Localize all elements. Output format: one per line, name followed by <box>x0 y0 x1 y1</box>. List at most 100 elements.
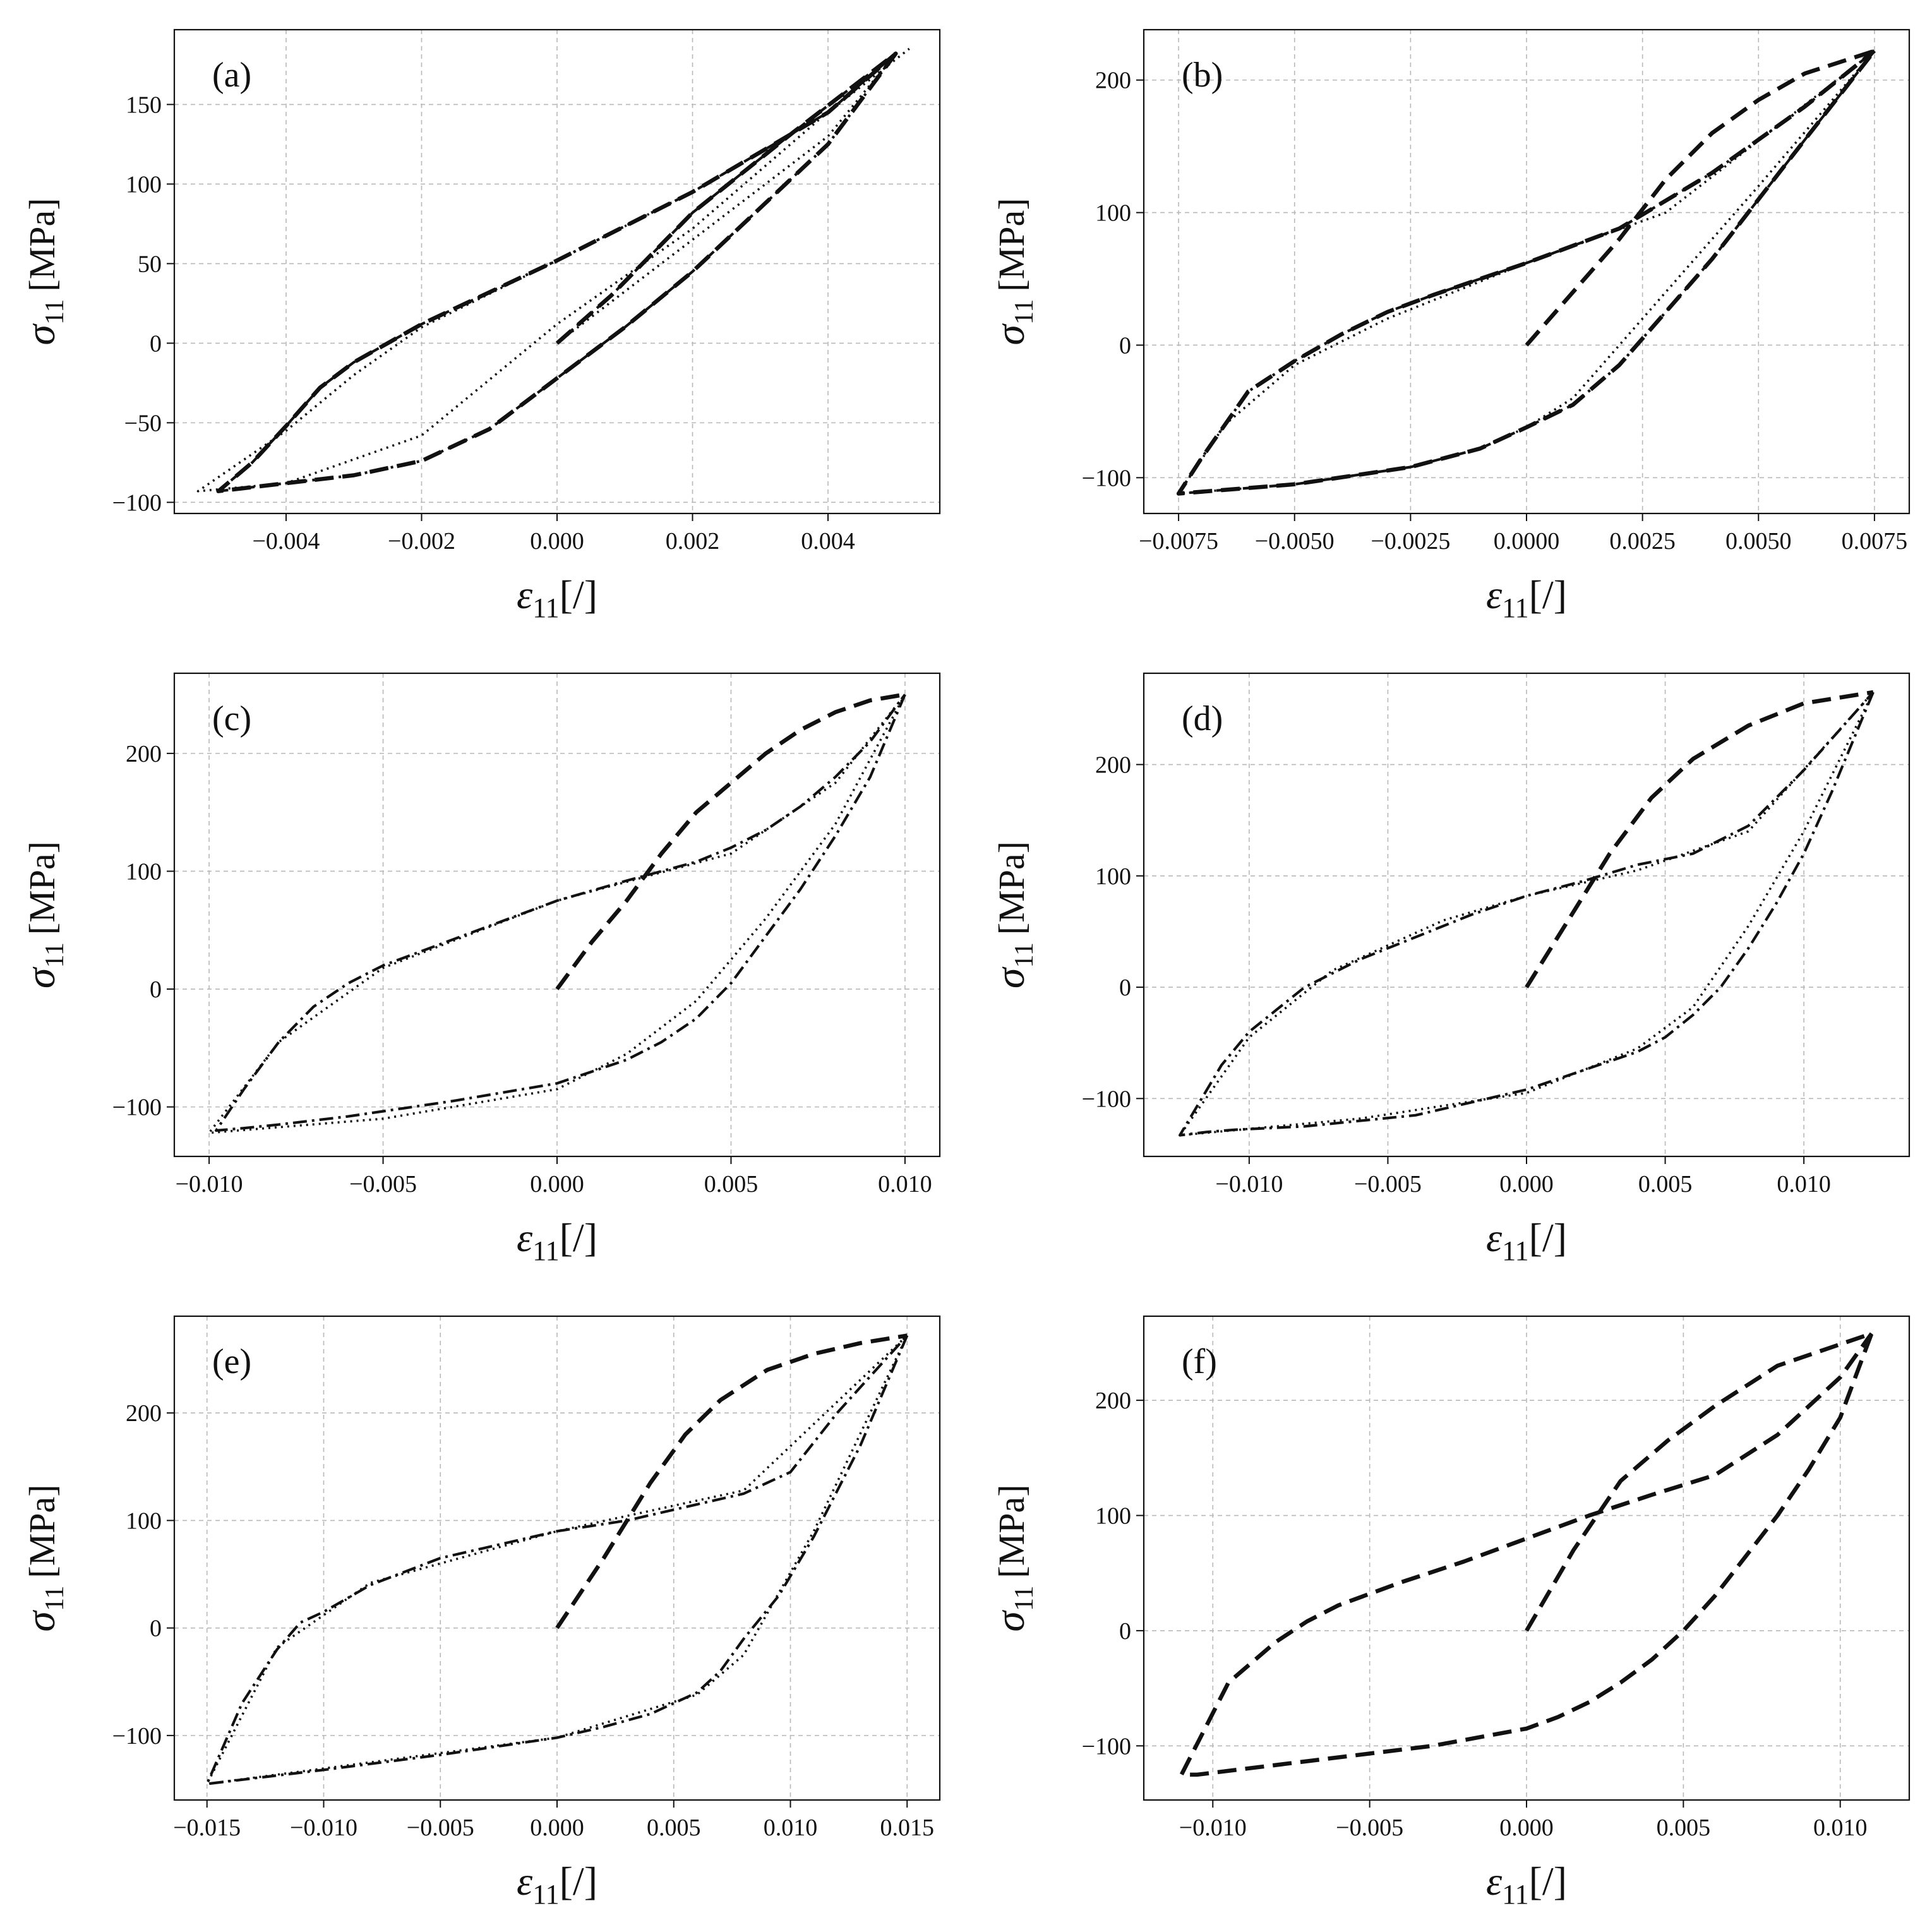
y-axis-symbol: σ <box>987 1610 1033 1632</box>
x-tick-label: 0.000 <box>1499 1171 1554 1197</box>
panel-label: (d) <box>1182 699 1223 738</box>
y-tick-label: −100 <box>1082 1733 1131 1760</box>
x-axis-label: ε11[/] <box>1486 1859 1567 1910</box>
panel-label: (e) <box>212 1342 251 1381</box>
series-dash-dot <box>1179 691 1875 1137</box>
panel-f: −0.010 −0.005 0.000 0.005 0.010 −100 0 100 200 (f… <box>987 1315 1911 1910</box>
series-dash-dot <box>205 1335 909 1785</box>
series-dashed <box>555 1333 908 1629</box>
x-tick-label: 0.010 <box>878 1171 932 1197</box>
panel-d: −0.010 −0.005 0.000 0.005 0.010 −100 0 100 200 (d… <box>987 672 1911 1266</box>
y-tick-label: 100 <box>126 858 162 885</box>
y-tick-label: 0 <box>1119 332 1131 359</box>
panel-label: (a) <box>212 56 251 95</box>
x-axis-unit: [/] <box>1529 572 1567 617</box>
x-tick-label: 0.005 <box>647 1815 701 1841</box>
x-axis-symbol: ε <box>1486 1859 1503 1904</box>
panel-label: (b) <box>1182 56 1223 95</box>
x-tick-label: −0.005 <box>1354 1171 1422 1197</box>
series-dotted <box>196 47 910 493</box>
series-dashed <box>555 692 906 990</box>
x-axis-unit: [/] <box>560 572 597 617</box>
x-tick-label: 0.002 <box>666 528 720 555</box>
x-axis-subscript: 11 <box>532 1235 559 1266</box>
y-tick-label: 200 <box>126 741 162 767</box>
y-axis-symbol: σ <box>987 323 1033 345</box>
y-tick-label: −100 <box>1082 465 1131 491</box>
x-axis-symbol: ε <box>1486 1215 1503 1260</box>
y-axis-unit: [MPa] <box>991 198 1032 291</box>
x-axis-subscript: 11 <box>1502 1235 1528 1266</box>
x-tick-label: 0.000 <box>530 1171 584 1197</box>
x-axis-subscript: 11 <box>1502 592 1528 623</box>
x-tick-label: −0.005 <box>407 1815 474 1841</box>
x-tick-label: −0.010 <box>290 1815 357 1841</box>
x-tick-label: −0.002 <box>388 528 455 555</box>
y-axis-label: σ11 [MPa] <box>18 1484 69 1631</box>
x-tick-label: −0.0025 <box>1371 528 1450 555</box>
y-tick-label: −50 <box>124 410 162 436</box>
series-dashed <box>1179 1331 1874 1777</box>
panel-a: −0.004 −0.002 0.000 0.002 0.004 −100 −50 0 50 100… <box>18 28 941 623</box>
x-axis-subscript: 11 <box>532 1879 559 1910</box>
x-tick-label: −0.010 <box>176 1171 243 1197</box>
x-tick-label: −0.004 <box>253 528 320 555</box>
x-tick-label: −0.015 <box>173 1815 241 1841</box>
x-axis-subscript: 11 <box>532 592 559 623</box>
panel-label: (f) <box>1182 1342 1217 1381</box>
y-axis-subscript: 11 <box>40 1586 69 1611</box>
y-axis-label: σ11 [MPa] <box>987 841 1039 988</box>
x-tick-label: 0.0025 <box>1609 528 1676 555</box>
y-tick-label: −100 <box>1082 1086 1131 1112</box>
x-axis-label: ε11[/] <box>517 1859 597 1910</box>
y-axis-label: σ11 [MPa] <box>18 841 69 988</box>
x-axis-unit: [/] <box>560 1859 597 1904</box>
y-tick-label: −100 <box>112 489 162 516</box>
panel-e: −0.015 −0.010 −0.005 0.000 0.005 0.010 0.015 −1… <box>18 1315 941 1910</box>
x-tick-label: −0.005 <box>1336 1815 1403 1841</box>
y-tick-label: 150 <box>126 92 162 118</box>
panel-label: (c) <box>212 699 251 738</box>
x-axis-symbol: ε <box>517 1215 533 1260</box>
y-axis-symbol: σ <box>987 966 1033 988</box>
y-axis-subscript: 11 <box>40 299 69 325</box>
x-axis-unit: [/] <box>560 1215 597 1260</box>
y-axis-subscript: 11 <box>1010 1586 1039 1611</box>
x-axis-label: ε11[/] <box>517 1215 597 1266</box>
y-tick-label: 0 <box>150 1616 162 1642</box>
x-tick-label: −0.010 <box>1179 1815 1247 1841</box>
x-tick-label: 0.005 <box>704 1171 759 1197</box>
x-axis-symbol: ε <box>517 572 533 617</box>
y-axis-subscript: 11 <box>40 942 69 968</box>
y-tick-label: −100 <box>112 1723 162 1749</box>
x-tick-label: 0.000 <box>530 528 584 555</box>
x-axis-unit: [/] <box>1529 1859 1567 1904</box>
y-axis-unit: [MPa] <box>21 841 63 935</box>
y-tick-label: 100 <box>1095 1503 1131 1530</box>
x-tick-label: 0.0050 <box>1725 528 1792 555</box>
x-tick-label: 0.0075 <box>1842 528 1908 555</box>
x-axis-label: ε11[/] <box>1486 1215 1567 1266</box>
x-axis-label: ε11[/] <box>517 572 597 623</box>
x-tick-label: −0.0075 <box>1139 528 1218 555</box>
x-tick-label: 0.000 <box>530 1815 584 1841</box>
y-tick-label: 100 <box>126 1508 162 1534</box>
series-dash-dot <box>215 693 906 1132</box>
x-tick-label: 0.005 <box>1657 1815 1711 1841</box>
series-dotted <box>1179 691 1875 1137</box>
y-tick-label: 100 <box>126 171 162 198</box>
y-axis-symbol: σ <box>18 1610 64 1632</box>
y-tick-label: 200 <box>1095 1388 1131 1414</box>
y-axis-label: σ11 [MPa] <box>18 198 69 345</box>
y-axis-symbol: σ <box>18 323 64 345</box>
panel-c: −0.010 −0.005 0.000 0.005 0.010 −100 0 100 200 (c… <box>18 672 941 1266</box>
y-tick-label: 0 <box>150 330 162 357</box>
x-tick-label: 0.000 <box>1499 1815 1554 1841</box>
y-axis-unit: [MPa] <box>991 1484 1032 1578</box>
y-tick-label: 100 <box>1095 200 1131 227</box>
x-tick-label: 0.010 <box>764 1815 818 1841</box>
x-tick-label: 0.015 <box>880 1815 935 1841</box>
y-axis-unit: [MPa] <box>991 841 1032 935</box>
